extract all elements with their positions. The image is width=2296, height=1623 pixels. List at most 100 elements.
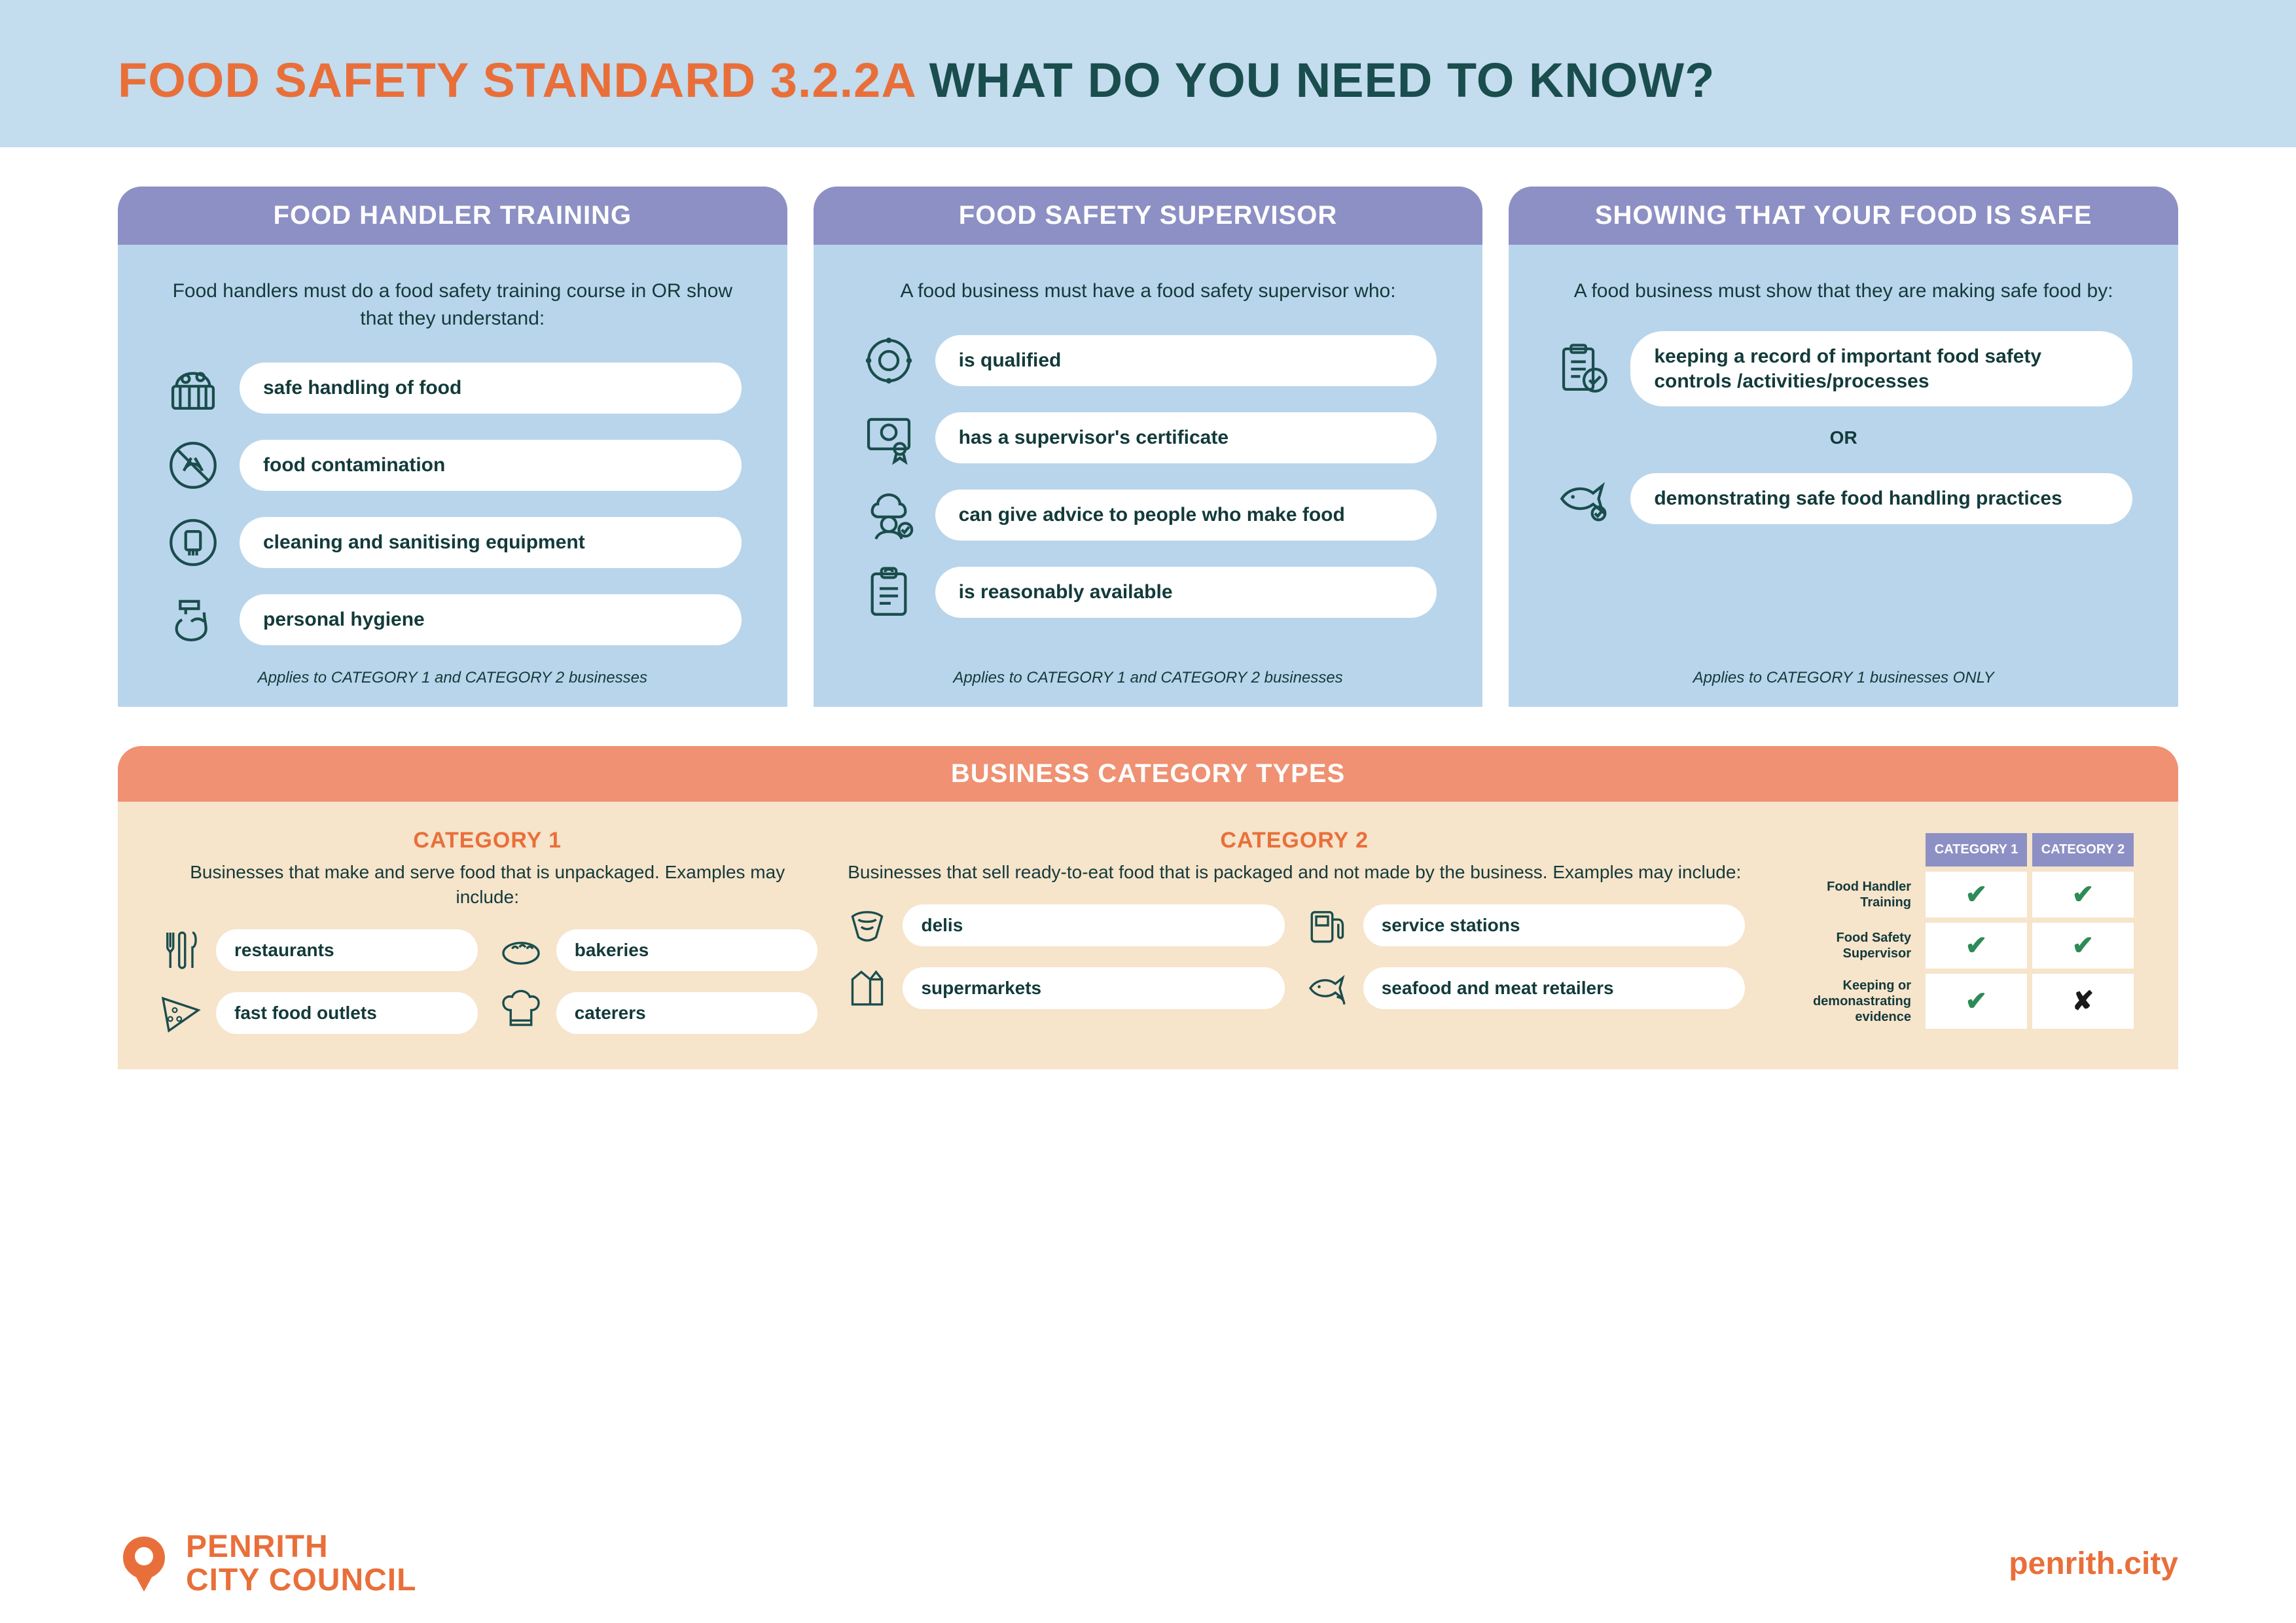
org-logo: PENRITHCITY COUNCIL xyxy=(118,1531,416,1597)
category-item-label: fast food outlets xyxy=(216,992,478,1034)
food-basket-icon xyxy=(164,359,223,418)
title-part2: WHAT DO YOU NEED TO KNOW? xyxy=(915,53,1715,107)
pizza-icon xyxy=(157,990,204,1037)
badge-icon xyxy=(859,331,918,390)
hero-banner: FOOD SAFETY STANDARD 3.2.2A WHAT DO YOU … xyxy=(0,0,2296,147)
record-icon xyxy=(1554,340,1613,399)
matrix-cell: ✘ xyxy=(2032,974,2134,1029)
wrap-icon xyxy=(844,902,891,949)
item-label: cleaning and sanitising equipment xyxy=(240,517,742,568)
list-item: cleaning and sanitising equipment xyxy=(164,513,742,572)
category-item: service stations xyxy=(1304,902,1745,949)
category-item: fast food outlets xyxy=(157,990,478,1037)
category-item-label: restaurants xyxy=(216,929,478,971)
seafood-icon xyxy=(1304,965,1352,1012)
item-label: keeping a record of important food safet… xyxy=(1630,331,2132,406)
matrix-col-header: CATEGORY 1 xyxy=(1926,833,2027,866)
category-item: caterers xyxy=(497,990,818,1037)
column-body: A food business must show that they are … xyxy=(1509,245,2178,707)
column-body: Food handlers must do a food safety trai… xyxy=(118,245,787,707)
category-item: delis xyxy=(844,902,1284,949)
column-footnote: Applies to CATEGORY 1 and CATEGORY 2 bus… xyxy=(164,669,742,687)
chef-icon xyxy=(859,486,918,544)
info-column: FOOD SAFETY SUPERVISORA food business mu… xyxy=(814,187,1483,707)
item-label: has a supervisor's certificate xyxy=(935,412,1437,463)
certificate-icon xyxy=(859,408,918,467)
footer: PENRITHCITY COUNCIL penrith.city xyxy=(118,1531,2178,1597)
categories-header: BUSINESS CATEGORY TYPES xyxy=(118,746,2178,802)
item-label: is qualified xyxy=(935,335,1437,386)
list-item: demonstrating safe food handling practic… xyxy=(1554,469,2132,528)
cleaning-icon xyxy=(164,513,223,572)
check-icon: ✔ xyxy=(1965,987,1988,1016)
category-item: restaurants xyxy=(157,927,478,974)
category-item-label: service stations xyxy=(1363,904,1745,946)
category-2-block: CATEGORY 2 Businesses that sell ready-to… xyxy=(844,828,1745,1037)
column-body: A food business must have a food safety … xyxy=(814,245,1483,707)
list-item: has a supervisor's certificate xyxy=(859,408,1437,467)
category-item-label: delis xyxy=(903,904,1284,946)
info-column: FOOD HANDLER TRAINING Food handlers must … xyxy=(118,187,787,707)
matrix-cell: ✔ xyxy=(1926,872,2027,918)
column-footnote: Applies to CATEGORY 1 and CATEGORY 2 bus… xyxy=(859,669,1437,687)
chef-hat-icon xyxy=(497,990,545,1037)
handwash-icon xyxy=(164,590,223,649)
list-item: safe handling of food xyxy=(164,359,742,418)
columns-row: FOOD HANDLER TRAINING Food handlers must … xyxy=(0,147,2296,733)
item-label: can give advice to people who make food xyxy=(935,490,1437,541)
matrix-cell: ✔ xyxy=(1926,923,2027,969)
no-contamination-icon xyxy=(164,436,223,495)
page-title: FOOD SAFETY STANDARD 3.2.2A WHAT DO YOU … xyxy=(118,52,2178,108)
column-intro: A food business must show that they are … xyxy=(1554,277,2132,305)
category-1-block: CATEGORY 1 Businesses that make and serv… xyxy=(157,828,817,1037)
column-intro: A food business must have a food safety … xyxy=(859,277,1437,305)
category-1-desc: Businesses that make and serve food that… xyxy=(157,860,817,910)
category-item-label: caterers xyxy=(556,992,818,1034)
carton-icon xyxy=(844,965,891,1012)
list-item: food contamination xyxy=(164,436,742,495)
or-separator: OR xyxy=(1554,427,2132,448)
matrix-row-label: Keeping or demonastrating evidence xyxy=(1776,974,1920,1029)
pump-icon xyxy=(1304,902,1352,949)
list-item: is reasonably available xyxy=(859,563,1437,622)
column-footnote: Applies to CATEGORY 1 businesses ONLY xyxy=(1554,669,2132,687)
matrix-row-label: Food Safety Supervisor xyxy=(1776,923,1920,969)
category-2-desc: Businesses that sell ready-to-eat food t… xyxy=(844,860,1745,885)
item-label: food contamination xyxy=(240,440,742,491)
matrix-cell: ✔ xyxy=(2032,923,2134,969)
title-part1: FOOD SAFETY STANDARD 3.2.2A xyxy=(118,53,915,107)
categories-section: BUSINESS CATEGORY TYPES CATEGORY 1 Busin… xyxy=(118,746,2178,1069)
list-item: keeping a record of important food safet… xyxy=(1554,331,2132,406)
column-intro: Food handlers must do a food safety trai… xyxy=(164,277,742,332)
category-item: seafood and meat retailers xyxy=(1304,965,1745,1012)
org-name: PENRITHCITY COUNCIL xyxy=(186,1531,416,1597)
category-item-label: bakeries xyxy=(556,929,818,971)
matrix-row-label: Food Handler Training xyxy=(1776,872,1920,918)
footer-url: penrith.city xyxy=(2009,1546,2178,1582)
column-header: FOOD HANDLER TRAINING xyxy=(118,187,787,245)
matrix-cell: ✔ xyxy=(1926,974,2027,1029)
category-item: supermarkets xyxy=(844,965,1284,1012)
category-item-label: seafood and meat retailers xyxy=(1363,967,1745,1009)
category-2-title: CATEGORY 2 xyxy=(844,828,1745,853)
bread-icon xyxy=(497,927,545,974)
list-item: is qualified xyxy=(859,331,1437,390)
requirements-matrix: CATEGORY 1CATEGORY 2 Food Handler Trainin… xyxy=(1771,828,2139,1037)
category-item-label: supermarkets xyxy=(903,967,1284,1009)
category-1-title: CATEGORY 1 xyxy=(157,828,817,853)
list-item: can give advice to people who make food xyxy=(859,486,1437,544)
category-item: bakeries xyxy=(497,927,818,974)
item-label: is reasonably available xyxy=(935,567,1437,618)
cross-icon: ✘ xyxy=(2072,987,2094,1016)
clipboard-icon xyxy=(859,563,918,622)
check-icon: ✔ xyxy=(2072,931,2094,960)
logo-mark-icon xyxy=(118,1531,170,1597)
column-header: SHOWING THAT YOUR FOOD IS SAFE xyxy=(1509,187,2178,245)
list-item: personal hygiene xyxy=(164,590,742,649)
item-label: safe handling of food xyxy=(240,363,742,414)
item-label: demonstrating safe food handling practic… xyxy=(1630,473,2132,524)
matrix-col-header: CATEGORY 2 xyxy=(2032,833,2134,866)
utensils-icon xyxy=(157,927,204,974)
check-icon: ✔ xyxy=(2072,880,2094,909)
matrix-cell: ✔ xyxy=(2032,872,2134,918)
